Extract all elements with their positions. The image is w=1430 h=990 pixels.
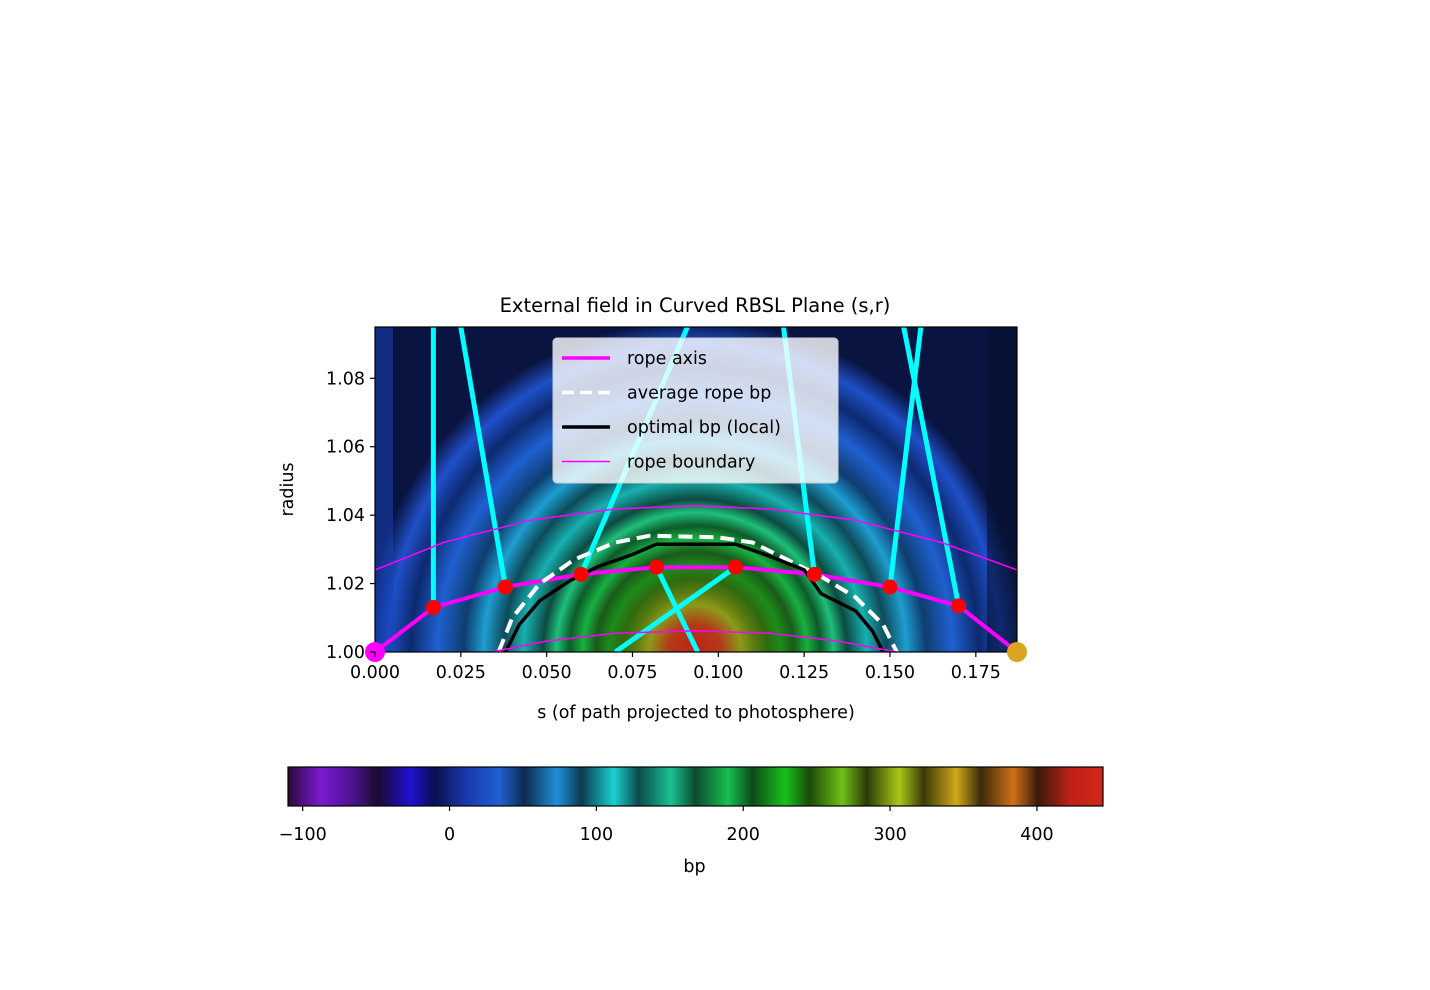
legend: rope axis average rope bp optimal bp (loca…: [552, 337, 839, 484]
field-heatmap-left-edge: [375, 327, 393, 652]
chart-title: External field in Curved RBSL Plane (s,r…: [500, 294, 891, 317]
field-heatmap-right-edge: [987, 327, 1017, 652]
axis-point-1: [497, 579, 513, 595]
colorbar-frame: [287, 766, 1104, 807]
field-line-1: [458, 327, 508, 588]
y-tick-label-3: 1.06: [326, 438, 365, 458]
series-rope-boundary-4: [491, 630, 897, 652]
x-axis-label: s (of path projected to photosphere): [537, 703, 855, 723]
field-line-7: [901, 327, 962, 607]
x-tick-label-2: 0.050: [522, 663, 572, 683]
y-tick-label-4: 1.08: [326, 369, 365, 389]
axis-point-0: [425, 600, 441, 616]
y-tick-label-1: 1.02: [326, 575, 365, 595]
x-tick-label-5: 0.125: [779, 663, 829, 683]
legend-label-1: average rope bp: [627, 384, 771, 404]
series-rope-axis-0: [375, 565, 1017, 652]
legend-box: [552, 337, 839, 484]
cb-tick-label-0: −100: [279, 825, 327, 845]
legend-label-0: rope axis: [627, 349, 707, 369]
cb-tick-label-5: 400: [1020, 825, 1053, 845]
y-tick-label-2: 1.04: [326, 506, 365, 526]
legend-label-3: rope boundary: [627, 453, 755, 473]
x-tick-label-0: 0.000: [350, 663, 400, 683]
series-rope-boundary-3: [375, 504, 1017, 571]
axis-point-4: [727, 559, 743, 575]
x-tick-label-1: 0.025: [436, 663, 486, 683]
x-tick-label-6: 0.150: [865, 663, 915, 683]
field-line-6: [887, 327, 924, 588]
footpoint-1: [1007, 642, 1027, 662]
cb-tick-label-1: 0: [444, 825, 455, 845]
colorbar-gradient: [288, 767, 1103, 806]
axis-point-6: [882, 579, 898, 595]
plot-frame: [374, 326, 1018, 653]
field-line-4: [613, 565, 737, 652]
legend-label-2: optimal bp (local): [627, 418, 781, 438]
axis-point-5: [806, 566, 822, 582]
cb-tick-label-2: 100: [580, 825, 613, 845]
axis-point-7: [951, 598, 967, 614]
x-axis: 0.000 0.025 0.050 0.075 0.100 0.125 0.150 0.175: [350, 652, 1001, 683]
cb-tick-label-3: 200: [727, 825, 760, 845]
axis-point-2: [573, 566, 589, 582]
y-tick-label-0: 1.00: [326, 643, 365, 663]
axis-point-3: [649, 559, 665, 575]
colorbar-label: bp: [683, 857, 705, 877]
series-optimal-bp-local--2: [503, 542, 885, 652]
y-axis: 1.00 1.02 1.04 1.06 1.08: [326, 369, 375, 663]
colorbar: −100 0 100 200 300 400 bp: [279, 766, 1104, 877]
colorbar-ticks: −100 0 100 200 300 400: [279, 806, 1054, 845]
x-tick-label-7: 0.175: [951, 663, 1001, 683]
x-tick-label-3: 0.075: [607, 663, 657, 683]
y-axis-label: radius: [278, 462, 298, 516]
x-tick-label-4: 0.100: [693, 663, 743, 683]
cb-tick-label-4: 300: [873, 825, 906, 845]
series-average-rope-bp-1: [496, 533, 899, 652]
